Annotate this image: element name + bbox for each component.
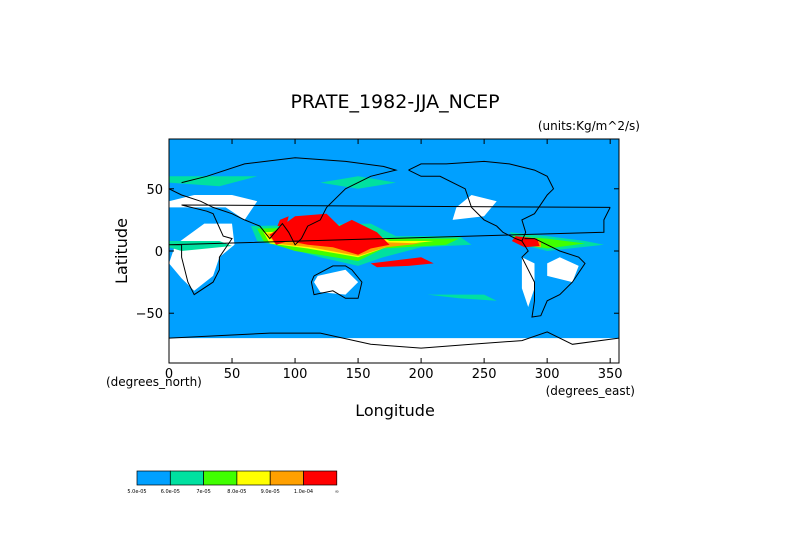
- x-tick-label: 200: [409, 367, 434, 382]
- x-tick-label: 300: [535, 367, 560, 382]
- y-axis-label: Latitude: [112, 218, 131, 284]
- colorbar-cell: [269, 470, 304, 486]
- region-red-19: [370, 257, 434, 268]
- units-label: (units:Kg/m^2/s): [538, 119, 640, 133]
- colorbar-label: ∞: [335, 489, 339, 495]
- x-tick-label: 250: [472, 367, 497, 382]
- colorbar-label: 9.0e-05: [261, 489, 280, 495]
- x-ticks: 0 50 100 150 200 250 300 350: [165, 139, 623, 382]
- colorbar-label: 7e-05: [196, 489, 210, 495]
- colorbar: 5.0e-05 6.0e-05 7e-05 8.0e-05 9.0e-05 1.0e-04…: [127, 470, 339, 495]
- region-low-1: [169, 195, 258, 220]
- region-low-5: [547, 257, 579, 283]
- region-mid-12: [427, 294, 497, 301]
- chart-title: PRATE_1982-JJA_NCEP: [290, 91, 499, 113]
- region-red-18: [269, 213, 390, 255]
- x-tick-label: 50: [224, 367, 241, 382]
- x-tick-label: 100: [283, 367, 308, 382]
- y-tick-label: −50: [136, 307, 163, 322]
- x-axis-label: Longitude: [355, 401, 435, 420]
- region-low-4: [521, 257, 535, 307]
- x-tick-label: 350: [598, 367, 623, 382]
- region-low-2: [314, 269, 359, 295]
- coastline-5: [169, 331, 619, 349]
- coastline-1: [169, 204, 611, 296]
- plot-coastlines: [169, 157, 619, 349]
- colorbar-cell: [303, 470, 338, 486]
- coastline-3: [408, 160, 555, 242]
- x-unit-label: (degrees_east): [546, 384, 635, 398]
- region-low-3: [452, 195, 497, 220]
- region-mid-10: [169, 176, 258, 187]
- colorbar-cell: [203, 470, 238, 486]
- region-low-6: [169, 338, 619, 363]
- y-ticks: 50 0 −50: [136, 183, 619, 322]
- y-tick-label: 50: [146, 183, 163, 198]
- colorbar-cell: [136, 470, 171, 486]
- y-tick-label: 0: [155, 245, 163, 260]
- colorbar-cell: [169, 470, 204, 486]
- colorbar-label: 5.0e-05: [127, 489, 146, 495]
- x-tick-label: 0: [165, 367, 173, 382]
- colorbar-label: 1.0e-04: [294, 489, 313, 495]
- coastline-4: [521, 238, 586, 318]
- colorbar-label: 6.0e-05: [161, 489, 180, 495]
- coastline-0: [169, 157, 398, 246]
- plot-regions: [169, 176, 619, 363]
- region-red-21: [277, 216, 289, 227]
- coastline-2: [310, 265, 363, 299]
- colorbar-label: 8.0e-05: [227, 489, 246, 495]
- x-tick-label: 150: [346, 367, 371, 382]
- colorbar-cell: [236, 470, 271, 486]
- y-unit-label: (degrees_north): [106, 375, 202, 389]
